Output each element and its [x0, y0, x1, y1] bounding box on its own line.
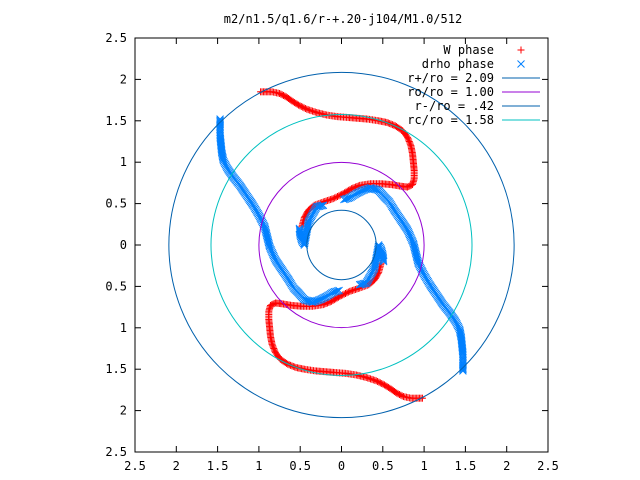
scatter-series-1 — [216, 115, 467, 375]
data-point — [333, 287, 342, 295]
data-point — [302, 230, 311, 239]
data-point — [357, 280, 365, 289]
y-tick-label: 2 — [120, 72, 127, 86]
data-point — [371, 261, 379, 269]
data-point — [371, 259, 380, 268]
data-point — [318, 201, 326, 210]
scatter-series-0 — [257, 88, 426, 402]
series-layer — [168, 71, 515, 419]
data-point — [329, 288, 338, 297]
axis-ticks — [134, 37, 549, 453]
y-tick-label: 2.5 — [105, 31, 127, 45]
data-point — [456, 326, 464, 335]
x-tick-label: 1 — [420, 459, 427, 473]
data-point — [340, 195, 348, 204]
x-tick-label: 2 — [503, 459, 510, 473]
chart-title: m2/n1.5/q1.6/r-+.20-j104/M1.0/512 — [224, 12, 462, 26]
data-point — [409, 240, 418, 249]
data-point — [265, 239, 273, 248]
x-tick-label: 0 — [338, 459, 345, 473]
legend-label: ro/ro = 1.00 — [407, 85, 494, 99]
y-tick-label: 2 — [120, 404, 127, 418]
data-point — [304, 221, 312, 229]
legend-label: r-/ro = .42 — [415, 99, 494, 113]
data-point — [372, 251, 381, 260]
data-point — [344, 194, 353, 203]
y-tick-label: 1.5 — [105, 114, 127, 128]
data-point — [265, 241, 274, 250]
y-tick-label: 0.5 — [105, 279, 127, 293]
y-tick-label: 2.5 — [105, 445, 127, 459]
y-tick-label: 1 — [120, 321, 127, 335]
data-point — [218, 153, 227, 162]
x-tick-label: 1.5 — [207, 459, 229, 473]
data-point — [372, 253, 381, 262]
data-point — [316, 202, 325, 210]
y-tick-label: 1 — [120, 155, 127, 169]
data-point — [358, 280, 367, 288]
data-point — [302, 228, 311, 237]
data-point — [370, 262, 379, 271]
legend-sample — [517, 60, 525, 68]
x-tick-label: 1.5 — [455, 459, 477, 473]
x-tick-labels: 2.5 2 1.5 1 0.5 0 0.5 1 1.5 2 2.5 — [124, 459, 559, 473]
circle-series-2 — [168, 71, 515, 419]
y-tick-labels: 2.5 2 1.5 1 0.5 0 0.5 1 1.5 2 2.5 — [105, 31, 127, 459]
circle-series-5 — [210, 113, 473, 377]
x-tick-label: 1 — [255, 459, 262, 473]
legend-sample — [517, 46, 525, 54]
data-point — [345, 193, 354, 202]
x-tick-label: 2 — [173, 459, 180, 473]
data-point — [341, 195, 350, 203]
y-tick-label: 1.5 — [105, 362, 127, 376]
data-point — [355, 280, 364, 289]
legend-label: drho phase — [422, 57, 494, 71]
x-tick-label: 0.5 — [289, 459, 311, 473]
data-point — [330, 287, 339, 296]
y-tick-label: 0 — [120, 238, 127, 252]
x-tick-label: 2.5 — [537, 459, 559, 473]
data-point — [219, 155, 227, 164]
data-point — [456, 328, 465, 337]
data-point — [303, 222, 312, 231]
data-point — [332, 287, 340, 296]
x-tick-label: 0.5 — [372, 459, 394, 473]
data-point — [343, 194, 351, 203]
legend-label: r+/ro = 2.09 — [407, 71, 494, 85]
circle-series-3 — [258, 161, 425, 329]
data-point — [319, 201, 328, 210]
data-point — [335, 286, 343, 295]
data-point — [304, 219, 313, 228]
x-tick-label: 2.5 — [124, 459, 146, 473]
legend-label: W phase — [443, 43, 494, 57]
y-tick-label: 0.5 — [105, 197, 127, 211]
circle-series-4 — [306, 209, 377, 281]
data-point — [410, 242, 418, 251]
legend-label: rc/ro = 1.58 — [407, 113, 494, 127]
